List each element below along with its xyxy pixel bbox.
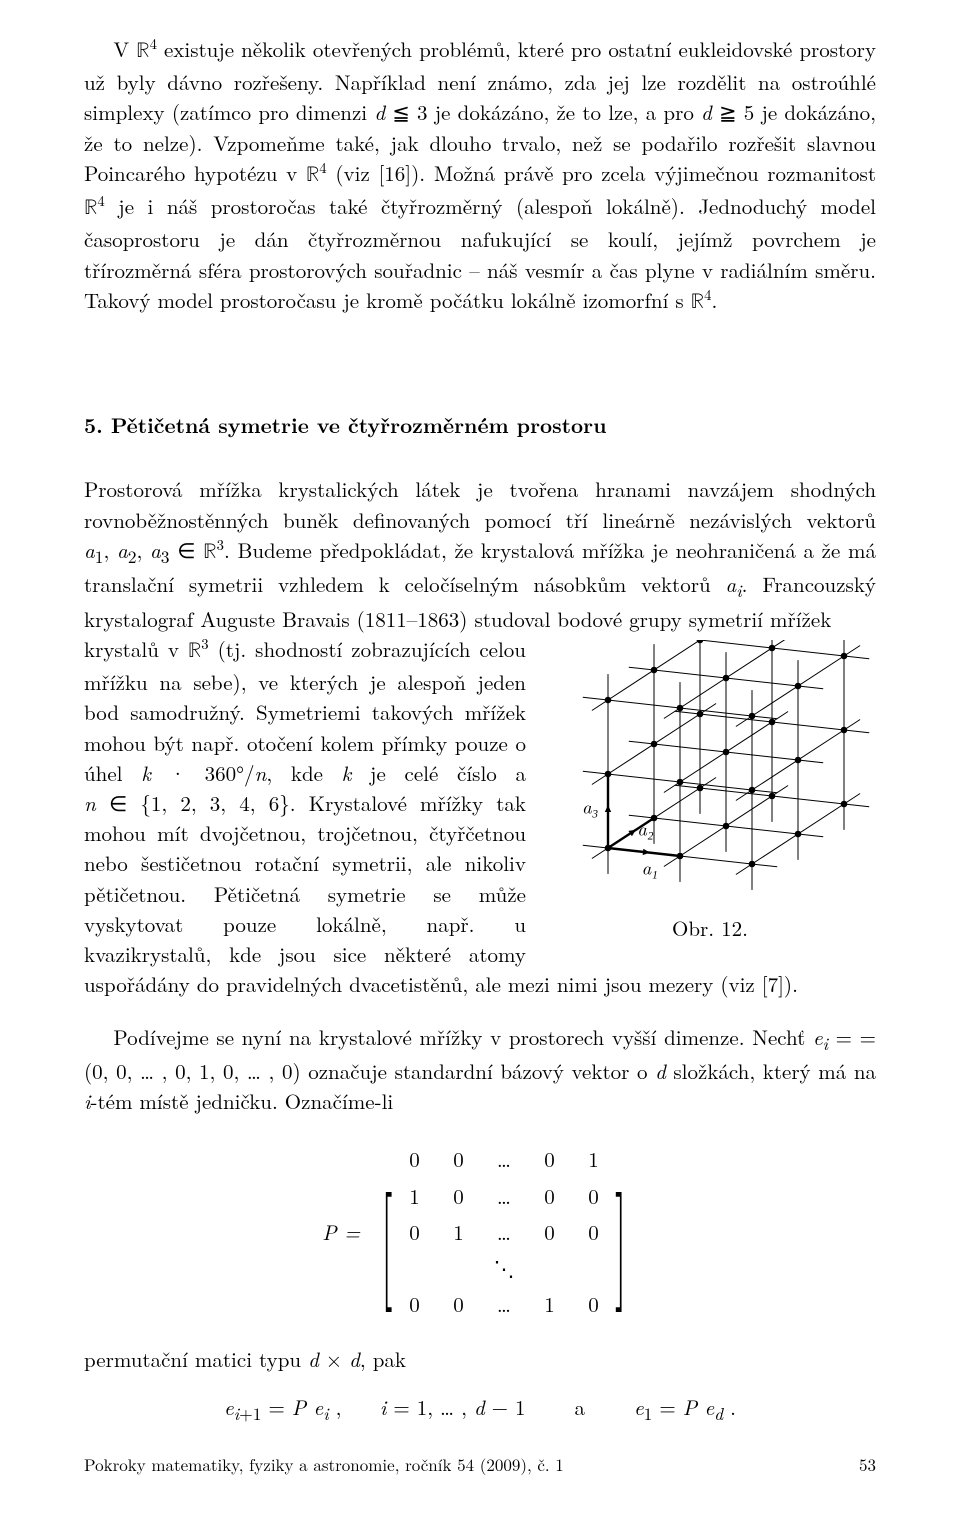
matrix-cell: 0 bbox=[449, 1144, 467, 1174]
svg-text:a₂: a₂ bbox=[637, 814, 654, 841]
matrix-cell: 0 bbox=[584, 1289, 602, 1319]
figure-caption: Obr. 12. bbox=[544, 913, 876, 943]
body-paragraph-lead: Prostorová mřížka krystalických látek je… bbox=[84, 474, 876, 633]
matrix-cell: … bbox=[493, 1289, 514, 1319]
matrix-cell: 0 bbox=[449, 1289, 467, 1319]
matrix-cell: 0 bbox=[449, 1181, 467, 1211]
matrix-cell: 1 bbox=[584, 1144, 602, 1174]
page-number: 53 bbox=[859, 1452, 876, 1476]
svg-text:a₃: a₃ bbox=[582, 792, 598, 819]
left-bracket-icon: [ bbox=[381, 1177, 393, 1287]
right-bracket-icon: ] bbox=[615, 1177, 627, 1287]
matrix-cell: ⋱ bbox=[493, 1253, 514, 1283]
matrix-cell: 0 bbox=[405, 1217, 423, 1247]
matrix-cell: 0 bbox=[540, 1144, 558, 1174]
permutation-line: permutační matici typu d × d, pak bbox=[84, 1344, 876, 1374]
matrix-cell: 1 bbox=[540, 1289, 558, 1319]
figure-12: a₁ a₂ a₃ Obr. 12. bbox=[544, 640, 876, 943]
recurrence-equation: ei+1 = P ei , i = 1, … , d − 1 a e1 = P … bbox=[84, 1392, 876, 1426]
matrix-cell: 0 bbox=[540, 1181, 558, 1211]
matrix-cell: 0 bbox=[584, 1217, 602, 1247]
running-footer: Pokroky matematiky, fyziky a astronomie,… bbox=[84, 1452, 564, 1476]
intro-paragraph: V ℝ4 existuje několik otevřených problém… bbox=[84, 34, 876, 318]
svg-text:a₁: a₁ bbox=[642, 853, 658, 880]
matrix-cell: 0 bbox=[584, 1181, 602, 1211]
lattice-diagram: a₁ a₂ a₃ bbox=[550, 640, 870, 900]
matrix-cell: 0 bbox=[540, 1217, 558, 1247]
matrix-lhs: P = bbox=[322, 1217, 360, 1247]
matrix-cell: … bbox=[493, 1144, 514, 1174]
matrix-cell: … bbox=[493, 1217, 514, 1247]
matrix-cell: … bbox=[493, 1181, 514, 1211]
matrix-cell: 1 bbox=[405, 1181, 423, 1211]
matrix-cell: 0 bbox=[405, 1144, 423, 1174]
matrix-cell: 1 bbox=[449, 1217, 467, 1247]
body-paragraph-3: Podívejme se nyní na krystalové mřížky v… bbox=[84, 1022, 876, 1117]
section-heading: 5. Pětičetná symetrie ve čtyřrozměrném p… bbox=[84, 410, 876, 440]
matrix-cell: 0 bbox=[405, 1289, 423, 1319]
permutation-matrix: P = [ 00…0110…0001…00⋱00…10 ] bbox=[84, 1140, 876, 1323]
